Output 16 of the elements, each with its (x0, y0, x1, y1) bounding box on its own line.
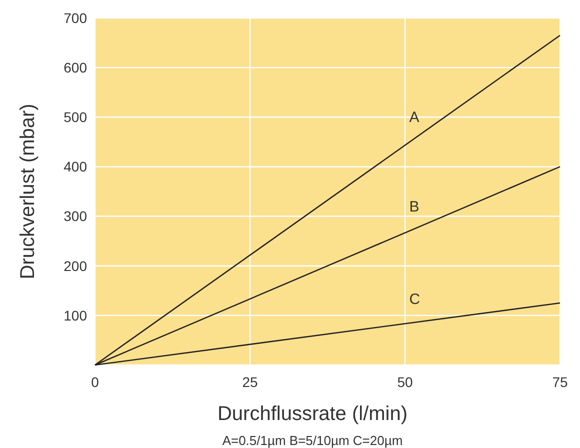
x-tick-label: 0 (91, 374, 100, 390)
y-tick-label: 500 (64, 109, 88, 126)
x-tick-label: 50 (397, 374, 413, 390)
x-axis-title: Durchflussrate (l/min) (217, 403, 408, 425)
y-tick-label: 600 (64, 59, 88, 76)
series-label: B (409, 198, 420, 216)
y-tick-label: 100 (64, 307, 88, 324)
y-tick-label: 400 (64, 158, 88, 175)
x-tick-label: 75 (552, 374, 568, 390)
text: A=0.5/1µm B=5/10µm C=20µm (222, 433, 403, 448)
y-tick-label: 300 (64, 208, 88, 224)
x-tick-label: 25 (242, 374, 258, 390)
y-axis-title: Druckverlust (mbar) (17, 104, 39, 280)
y-tick-label: 700 (64, 10, 88, 26)
y-tick-label: 200 (64, 258, 88, 274)
series-label: C (409, 291, 420, 308)
